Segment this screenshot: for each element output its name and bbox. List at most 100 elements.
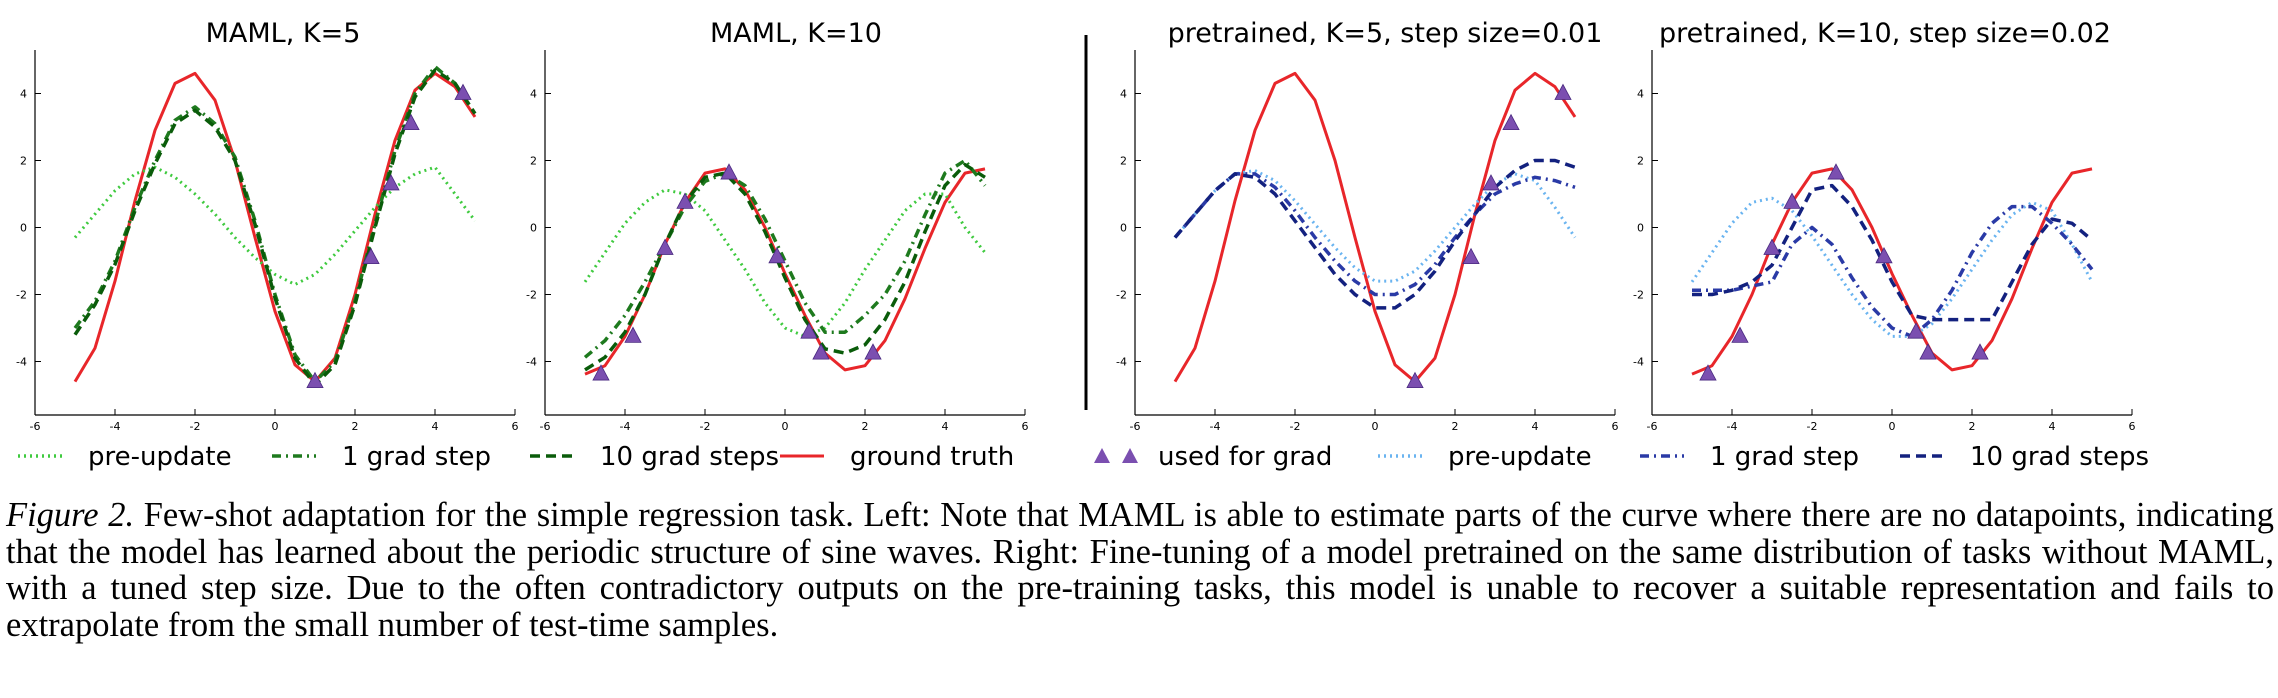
legend-label: 1 grad step (1710, 442, 1859, 472)
legend-marker-icon (1094, 448, 1110, 463)
y-tick-label: 2 (20, 155, 27, 168)
legend-label: pre-update (1448, 442, 1592, 472)
x-tick-label: 0 (1889, 420, 1896, 433)
y-tick-label: 0 (1637, 222, 1644, 235)
used-for-grad-point (592, 364, 610, 381)
10-grad-steps-curve (73, 68, 477, 387)
used-for-grad-point (1763, 238, 1781, 255)
y-tick-label: 4 (20, 88, 27, 101)
y-tick-label: 0 (20, 222, 27, 235)
used-for-grad-point (720, 163, 738, 180)
pre-update-curve (1690, 196, 2094, 338)
legend-item-10-grad-steps: 10 grad steps (1900, 442, 2149, 472)
x-tick-label: 2 (1969, 420, 1976, 433)
x-tick-label: 0 (1372, 420, 1379, 433)
x-tick-label: 0 (272, 420, 279, 433)
x-tick-label: -2 (1807, 420, 1818, 433)
ground-truth-curve (584, 167, 986, 376)
legend-label: used for grad (1158, 442, 1332, 472)
10-grad-steps-curve (1173, 158, 1576, 310)
ground-truth-curve (1691, 167, 2093, 376)
y-tick-label: -2 (1633, 289, 1644, 302)
legend-label: 10 grad steps (1970, 442, 2149, 472)
1-grad-step-curve (73, 64, 477, 384)
1-grad-step-curve (1173, 172, 1576, 297)
used-for-grad-point (676, 192, 694, 209)
x-tick-label: -2 (1290, 420, 1301, 433)
panel-title: MAML, K=10 (710, 18, 882, 49)
used-for-grad-point (1406, 371, 1424, 389)
used-for-grad-point (362, 247, 380, 265)
x-tick-label: -6 (540, 420, 551, 433)
1-grad-step-curve (583, 158, 987, 359)
legend-item-1-grad-step: 1 grad step (272, 442, 491, 472)
x-tick-label: -2 (190, 420, 201, 433)
x-tick-label: 4 (2049, 420, 2056, 433)
pre-update-curve (583, 188, 987, 338)
x-tick-label: -4 (1210, 420, 1221, 433)
used-for-grad-point (656, 238, 674, 255)
y-tick-label: -4 (1116, 356, 1127, 369)
x-tick-label: 2 (862, 420, 869, 433)
10-grad-steps-curve (1692, 183, 2094, 322)
used-for-grad-point (768, 246, 786, 264)
x-tick-label: -6 (30, 420, 41, 433)
used-for-grad-point (1919, 343, 1937, 360)
x-tick-label: 4 (432, 420, 439, 433)
x-tick-label: -4 (1727, 420, 1738, 433)
y-tick-label: 4 (530, 88, 537, 101)
y-tick-label: 2 (1120, 155, 1127, 168)
y-tick-label: -4 (1633, 356, 1644, 369)
used-for-grad-point (1907, 322, 1925, 339)
pre-update-curve (1173, 169, 1577, 283)
panel-title: pretrained, K=10, step size=0.02 (1659, 18, 2111, 49)
x-tick-label: 4 (942, 420, 949, 433)
y-tick-label: -2 (526, 289, 537, 302)
y-tick-label: -2 (1116, 289, 1127, 302)
x-tick-label: 6 (2129, 420, 2136, 433)
caption-text: Few-shot adaptation for the simple regre… (6, 496, 2275, 644)
legend-item-used-for-grad: used for grad (1094, 442, 1332, 472)
legend-label: 10 grad steps (600, 442, 779, 472)
plot-panel-2: MAML, K=10 -6 -4 -2 0 2 4 6 -4 -2 0 2 4 (526, 18, 1028, 433)
legend-label: 1 grad step (342, 442, 491, 472)
x-tick-label: -6 (1647, 420, 1658, 433)
used-for-grad-point (1462, 247, 1480, 265)
panel-title: MAML, K=5 (206, 18, 361, 49)
used-for-grad-point (812, 343, 830, 360)
used-for-grad-point (454, 83, 472, 100)
10-grad-steps-curve (584, 162, 986, 372)
panel-title: pretrained, K=5, step size=0.01 (1168, 18, 1603, 49)
x-tick-label: 6 (1022, 420, 1029, 433)
caption-label: Figure 2. (6, 496, 135, 534)
plot-panel-3: pretrained, K=5, step size=0.01 -6 -4 -2 0 2 4… (1116, 18, 1618, 433)
used-for-grad-point (1783, 192, 1801, 209)
used-for-grad-point (382, 174, 400, 191)
plot-panel-4: pretrained, K=10, step size=0.02 -6 -4 -2 0 2… (1633, 18, 2135, 433)
x-tick-label: -4 (620, 420, 631, 433)
x-tick-label: 4 (1532, 420, 1539, 433)
y-tick-label: 0 (530, 222, 537, 235)
x-tick-label: 6 (1612, 420, 1619, 433)
y-tick-label: 0 (1120, 222, 1127, 235)
legend-item-pre-update: pre-update (1378, 442, 1592, 472)
x-tick-label: 2 (1452, 420, 1459, 433)
used-for-grad-point (1554, 83, 1572, 100)
y-tick-label: -4 (16, 356, 27, 369)
plot-panel-1: MAML, K=5 -6 -4 -2 0 2 4 6 -4 -2 0 2 4 (16, 18, 518, 433)
1-grad-step-curve (1692, 204, 2094, 339)
legend-item-10-grad-steps: 10 grad steps (530, 442, 779, 472)
used-for-grad-point (1875, 246, 1893, 264)
used-for-grad-point (800, 322, 818, 339)
legend-label: pre-update (88, 442, 232, 472)
legend-item-ground-truth: ground truth (780, 442, 1014, 472)
used-for-grad-point (402, 113, 420, 131)
x-tick-label: -2 (700, 420, 711, 433)
used-for-grad-point (864, 343, 882, 360)
x-tick-label: 0 (782, 420, 789, 433)
used-for-grad-point (1699, 364, 1717, 381)
y-tick-label: 2 (530, 155, 537, 168)
figure-caption: Figure 2. Few-shot adaptation for the si… (6, 497, 2274, 643)
used-for-grad-point (306, 371, 324, 389)
y-tick-label: 2 (1637, 155, 1644, 168)
